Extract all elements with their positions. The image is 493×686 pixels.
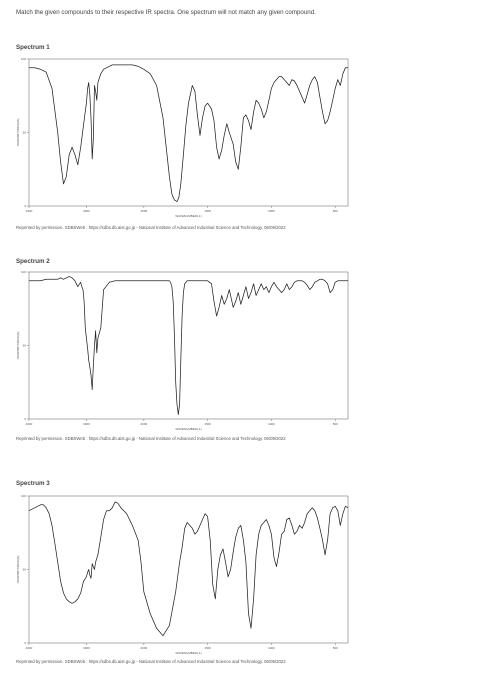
x-tick-label: 1000 <box>268 209 275 213</box>
x-tick-label: 1500 <box>204 646 211 650</box>
x-tick-label: 2000 <box>140 646 147 650</box>
x-tick-label: 1500 <box>204 422 211 426</box>
y-tick-label: 50 <box>23 344 27 348</box>
spectrum-2-title: Spectrum 2 <box>16 258 50 265</box>
x-tick-label: 1000 <box>268 422 275 426</box>
spectrum-3-credit: Reprinted by permission. SDBSWeb : https… <box>16 659 286 664</box>
y-tick-label: 100 <box>21 494 26 498</box>
spectrum-2-credit: Reprinted by permission. SDBSWeb : https… <box>16 436 286 441</box>
x-tick-label: 2000 <box>140 422 147 426</box>
x-axis-label: WAVENUMBER(-1) <box>175 427 201 431</box>
x-tick-label: 4000 <box>26 646 33 650</box>
spectrum-1-credit: Reprinted by permission. SDBSWeb : https… <box>16 225 286 230</box>
y-axis-label: TRANSMITTANCE(%) <box>16 555 20 583</box>
spectrum-line <box>28 501 349 637</box>
y-tick-label: 50 <box>23 131 27 135</box>
y-axis-label: TRANSMITTANCE(%) <box>16 331 20 359</box>
x-tick-label: 4000 <box>26 422 33 426</box>
plot-frame <box>28 271 349 420</box>
x-tick-label: 1000 <box>268 646 275 650</box>
y-tick-label: 100 <box>21 57 26 61</box>
spectrum-line <box>29 64 348 202</box>
x-tick-label: 1500 <box>204 209 211 213</box>
y-tick-label: 0 <box>24 204 26 208</box>
x-axis-label: WAVENUMBER(-1) <box>175 214 201 218</box>
spectrum-line <box>29 276 348 415</box>
y-tick-label: 100 <box>21 270 26 274</box>
instruction-text: Match the given compounds to their respe… <box>16 9 316 16</box>
plot-frame <box>28 495 349 644</box>
x-tick-label: 500 <box>333 646 338 650</box>
x-tick-label: 3000 <box>83 646 90 650</box>
x-tick-label: 4000 <box>26 209 33 213</box>
x-tick-label: 500 <box>333 209 338 213</box>
y-tick-label: 0 <box>24 641 26 645</box>
x-tick-label: 2000 <box>140 209 147 213</box>
x-tick-label: 3000 <box>83 209 90 213</box>
x-tick-label: 500 <box>333 422 338 426</box>
spectrum-1-title: Spectrum 1 <box>16 44 50 51</box>
plot-frame <box>28 58 349 207</box>
y-axis-label: TRANSMITTANCE(%) <box>16 118 20 146</box>
y-tick-label: 50 <box>23 568 27 572</box>
y-tick-label: 0 <box>24 417 26 421</box>
x-axis-label: WAVENUMBER(-1) <box>175 651 201 655</box>
x-tick-label: 3000 <box>83 422 90 426</box>
spectrum-3-title: Spectrum 3 <box>16 480 50 487</box>
